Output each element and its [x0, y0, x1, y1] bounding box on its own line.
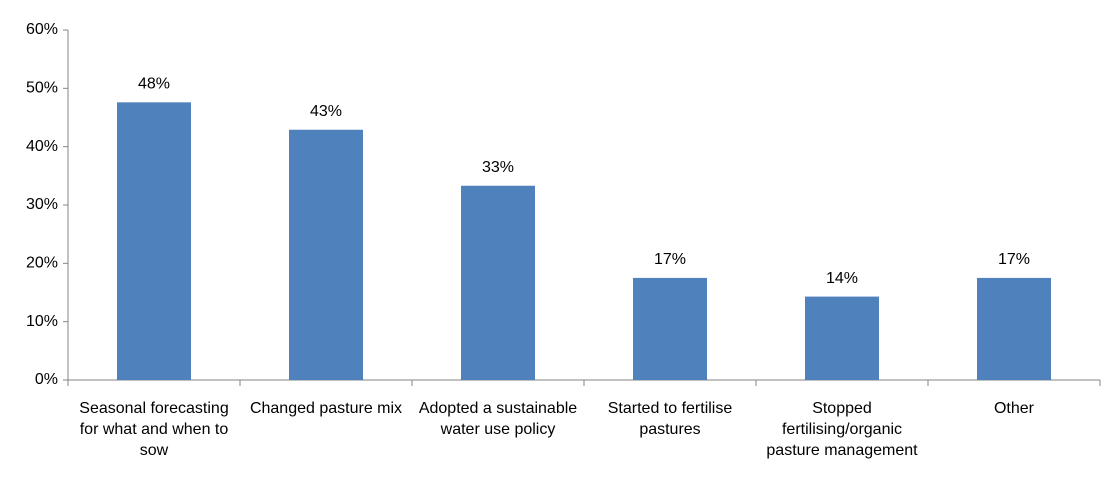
x-tick-label: Started to fertilise pastures [607, 400, 733, 438]
y-tick-label: 60% [26, 21, 58, 38]
value-label: 17% [998, 251, 1030, 268]
y-tick-label: 40% [26, 138, 58, 155]
value-label: 14% [826, 270, 858, 287]
bar [805, 296, 879, 380]
y-tick-label: 20% [26, 255, 58, 272]
y-tick-label: 30% [26, 196, 58, 213]
value-label: 33% [482, 159, 514, 176]
bar [289, 129, 363, 380]
y-tick-label: 10% [26, 313, 58, 330]
bar [461, 185, 535, 380]
bar [977, 277, 1051, 380]
x-tick-label: Adopted a sustainable water use policy [418, 400, 578, 438]
bar [117, 102, 191, 380]
x-tick-label: Other [993, 400, 1034, 417]
bar [633, 277, 707, 380]
x-tick-label: Stopped fertilising/organic pasture mana… [766, 400, 918, 459]
value-label: 17% [654, 251, 686, 268]
x-tick-label: Changed pasture mix [249, 400, 403, 417]
value-label: 43% [310, 103, 342, 120]
y-tick-label: 0% [35, 371, 58, 388]
x-tick-label: Seasonal forecasting for what and when t… [79, 400, 229, 459]
value-label: 48% [138, 76, 170, 93]
y-tick-label: 50% [26, 80, 58, 97]
